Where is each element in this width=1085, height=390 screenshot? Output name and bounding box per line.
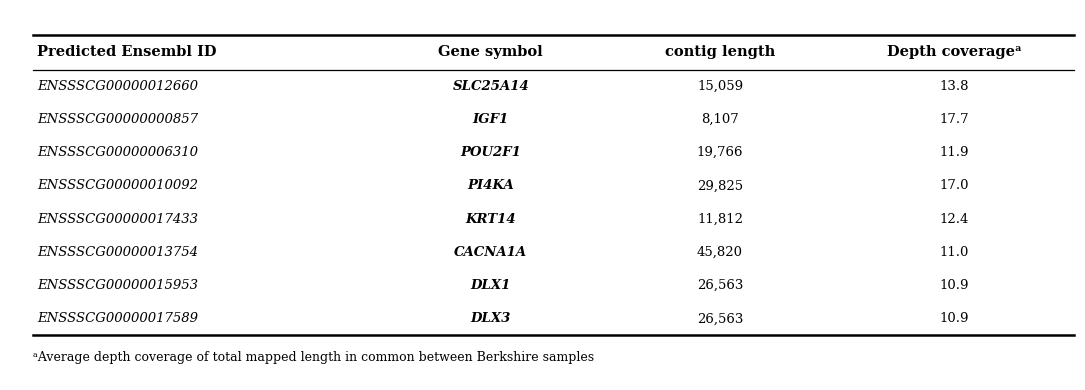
Text: CACNA1A: CACNA1A: [455, 246, 527, 259]
Text: ENSSSCG00000000857: ENSSSCG00000000857: [37, 113, 197, 126]
Text: contig length: contig length: [665, 45, 775, 59]
Text: 12.4: 12.4: [940, 213, 969, 226]
Text: DLX3: DLX3: [471, 312, 511, 325]
Text: Predicted Ensembl ID: Predicted Ensembl ID: [37, 45, 216, 59]
Text: DLX1: DLX1: [471, 279, 511, 292]
Text: 10.9: 10.9: [940, 279, 969, 292]
Text: 13.8: 13.8: [940, 80, 969, 93]
Text: 15,059: 15,059: [697, 80, 743, 93]
Text: POU2F1: POU2F1: [460, 146, 521, 159]
Text: 8,107: 8,107: [701, 113, 739, 126]
Text: 17.7: 17.7: [940, 113, 969, 126]
Text: 19,766: 19,766: [697, 146, 743, 159]
Text: ENSSSCG00000017433: ENSSSCG00000017433: [37, 213, 197, 226]
Text: 29,825: 29,825: [697, 179, 743, 192]
Text: PI4KA: PI4KA: [468, 179, 514, 192]
Text: 26,563: 26,563: [697, 312, 743, 325]
Text: IGF1: IGF1: [473, 113, 509, 126]
Text: 26,563: 26,563: [697, 279, 743, 292]
Text: ENSSSCG00000012660: ENSSSCG00000012660: [37, 80, 197, 93]
Text: KRT14: KRT14: [465, 213, 516, 226]
Text: 45,820: 45,820: [697, 246, 743, 259]
Text: ENSSSCG00000015953: ENSSSCG00000015953: [37, 279, 197, 292]
Text: 11.0: 11.0: [940, 246, 969, 259]
Text: 17.0: 17.0: [940, 179, 969, 192]
Text: ENSSSCG00000010092: ENSSSCG00000010092: [37, 179, 197, 192]
Text: ENSSSCG00000006310: ENSSSCG00000006310: [37, 146, 197, 159]
Text: 11,812: 11,812: [697, 213, 743, 226]
Text: ENSSSCG00000013754: ENSSSCG00000013754: [37, 246, 197, 259]
Text: ᵃAverage depth coverage of total mapped length in common between Berkshire sampl: ᵃAverage depth coverage of total mapped …: [33, 351, 593, 364]
Text: Depth coverageᵃ: Depth coverageᵃ: [886, 45, 1022, 59]
Text: 11.9: 11.9: [940, 146, 969, 159]
Text: SLC25A14: SLC25A14: [452, 80, 529, 93]
Text: Gene symbol: Gene symbol: [438, 45, 544, 59]
Text: 10.9: 10.9: [940, 312, 969, 325]
Text: ENSSSCG00000017589: ENSSSCG00000017589: [37, 312, 197, 325]
